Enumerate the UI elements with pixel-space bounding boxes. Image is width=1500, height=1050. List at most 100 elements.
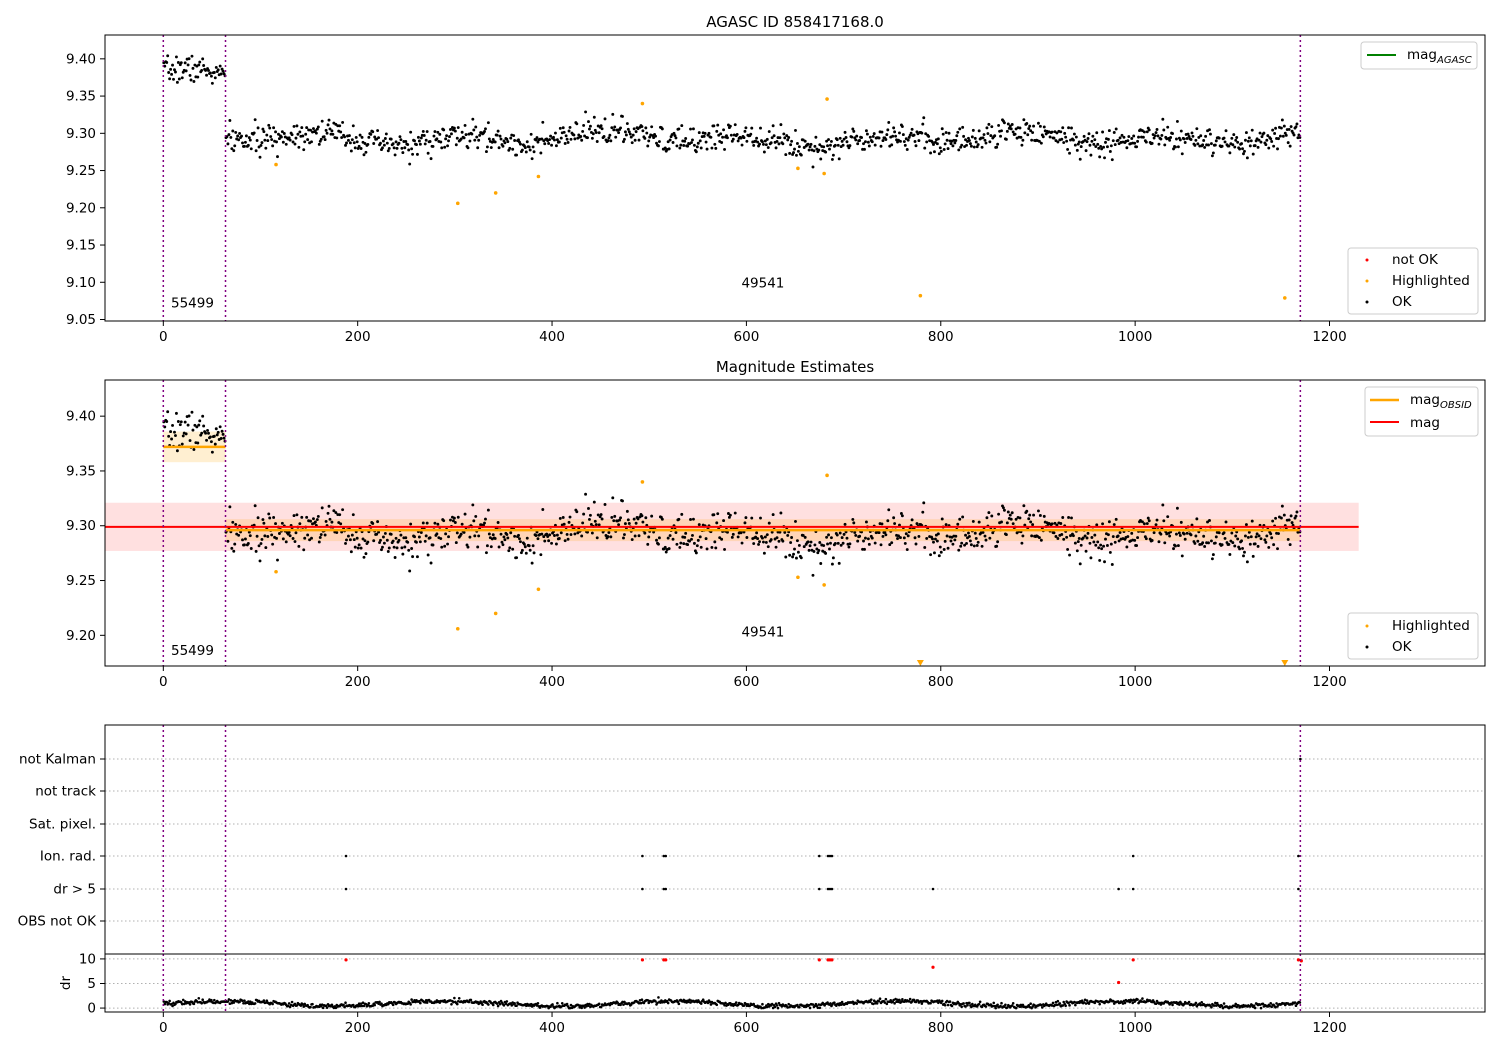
ok-point (256, 516, 260, 520)
ok-point (1258, 131, 1262, 135)
ok-point (466, 146, 470, 150)
ok-point (262, 521, 266, 525)
dr-point (265, 999, 269, 1002)
ok-point (1271, 519, 1275, 523)
ok-point (1060, 137, 1064, 141)
ok-point (1208, 128, 1211, 132)
ok-point (611, 112, 615, 116)
ok-point (566, 537, 570, 541)
ok-point (259, 542, 263, 546)
x-tick-label: 0 (159, 329, 168, 345)
ok-point (1050, 130, 1054, 134)
ok-point (506, 140, 510, 144)
ok-point (1122, 135, 1126, 139)
ok-point (744, 516, 748, 520)
ok-point (385, 141, 389, 145)
ok-point (680, 124, 684, 128)
panel1-obsid-label-55499: 55499 (171, 296, 214, 312)
ok-point (1090, 139, 1094, 143)
ok-point (647, 139, 651, 143)
ok-point (377, 136, 381, 140)
dr-point (171, 1004, 174, 1008)
ok-point (229, 135, 233, 139)
highlighted-point (274, 569, 278, 574)
ok-point (774, 545, 778, 549)
ok-point (183, 420, 187, 424)
ok-point (386, 550, 390, 553)
ok-point (1002, 506, 1005, 510)
ok-point (1295, 122, 1299, 126)
ok-point (1073, 143, 1077, 147)
ok-point (1077, 537, 1081, 540)
ok-point (316, 514, 320, 518)
ok-point (1053, 521, 1057, 525)
ok-point (827, 533, 830, 537)
ok-point (825, 139, 829, 143)
ok-point (575, 510, 579, 514)
dr-point (491, 1003, 495, 1007)
ok-point (393, 556, 397, 559)
ok-point (1023, 523, 1027, 527)
ok-point (296, 132, 300, 136)
dr-point (977, 1002, 981, 1006)
dr-point (1083, 998, 1087, 1002)
panel2-axes-frame (104, 379, 1486, 667)
ok-point (409, 522, 413, 526)
y-tick-label: 9.05 (66, 312, 96, 328)
dr-point (299, 1004, 303, 1007)
legend2-marker-ok (1365, 645, 1369, 649)
ok-point (949, 539, 953, 543)
ok-point (1233, 544, 1237, 548)
ok-point (1068, 553, 1071, 557)
ok-point (975, 543, 979, 547)
ok-point (197, 63, 201, 67)
ok-point (1172, 147, 1175, 151)
flag-point (641, 887, 644, 891)
ok-point (1004, 533, 1008, 537)
ok-point (508, 146, 512, 150)
ok-point (292, 514, 296, 518)
ok-point (284, 540, 288, 544)
ok-point (674, 136, 678, 140)
ok-point (713, 142, 717, 146)
dr-point (559, 1005, 563, 1008)
ok-point (611, 496, 615, 500)
ok-point (592, 500, 596, 504)
ok-point (664, 550, 668, 554)
ok-point (847, 146, 851, 150)
dr-point (677, 1002, 681, 1006)
ok-point (1065, 139, 1069, 143)
ok-point (879, 543, 883, 547)
ok-point (942, 548, 946, 551)
ok-point (588, 127, 591, 131)
ok-point (204, 431, 208, 435)
ok-point (305, 126, 309, 130)
ok-point (696, 538, 700, 542)
legend-ok-label: OK (1392, 294, 1413, 310)
ok-point (248, 534, 252, 538)
ok-point (472, 128, 476, 132)
dr-point (896, 998, 899, 1002)
ok-point (280, 521, 284, 525)
ok-point (879, 144, 883, 148)
dr-point (311, 1002, 314, 1006)
ok-point (1037, 536, 1041, 540)
ok-point (444, 532, 448, 536)
dr-point (817, 1003, 821, 1006)
ok-point (338, 124, 342, 128)
ok-point (373, 135, 377, 139)
ok-point (1269, 532, 1273, 536)
flag-point (1299, 757, 1302, 761)
ok-point (770, 530, 774, 534)
ok-point (865, 132, 869, 136)
ok-point (1133, 141, 1137, 145)
panel1-legend-bottom-box (1347, 247, 1479, 315)
ok-point (398, 135, 402, 139)
ok-point (974, 140, 978, 144)
ok-point (392, 545, 396, 549)
ok-point (1008, 513, 1012, 517)
panel-magnitude-estimates: Magnitude Estimates 0 200 400 600 800 1000 120… (66, 358, 1486, 690)
ok-point (543, 142, 547, 146)
ok-point (1089, 153, 1093, 157)
ok-point (219, 72, 223, 76)
